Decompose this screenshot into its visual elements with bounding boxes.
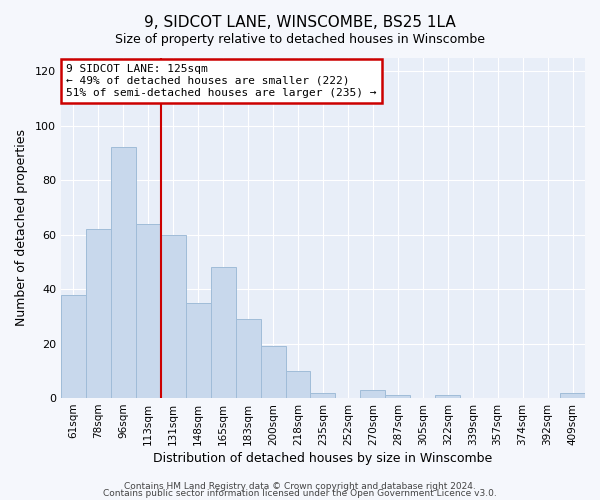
Bar: [361, 390, 385, 398]
Y-axis label: Number of detached properties: Number of detached properties: [15, 130, 28, 326]
Bar: [161, 234, 186, 398]
Bar: [236, 319, 260, 398]
Bar: [310, 392, 335, 398]
Bar: [286, 371, 310, 398]
Bar: [560, 392, 585, 398]
Bar: [136, 224, 161, 398]
Bar: [186, 302, 211, 398]
Text: 9, SIDCOT LANE, WINSCOMBE, BS25 1LA: 9, SIDCOT LANE, WINSCOMBE, BS25 1LA: [144, 15, 456, 30]
Text: 9 SIDCOT LANE: 125sqm
← 49% of detached houses are smaller (222)
51% of semi-det: 9 SIDCOT LANE: 125sqm ← 49% of detached …: [66, 64, 377, 98]
X-axis label: Distribution of detached houses by size in Winscombe: Distribution of detached houses by size …: [154, 452, 493, 465]
Text: Size of property relative to detached houses in Winscombe: Size of property relative to detached ho…: [115, 32, 485, 46]
Bar: [435, 396, 460, 398]
Bar: [211, 268, 236, 398]
Text: Contains public sector information licensed under the Open Government Licence v3: Contains public sector information licen…: [103, 490, 497, 498]
Bar: [260, 346, 286, 398]
Bar: [111, 148, 136, 398]
Text: Contains HM Land Registry data © Crown copyright and database right 2024.: Contains HM Land Registry data © Crown c…: [124, 482, 476, 491]
Bar: [61, 294, 86, 398]
Bar: [86, 229, 111, 398]
Bar: [385, 396, 410, 398]
